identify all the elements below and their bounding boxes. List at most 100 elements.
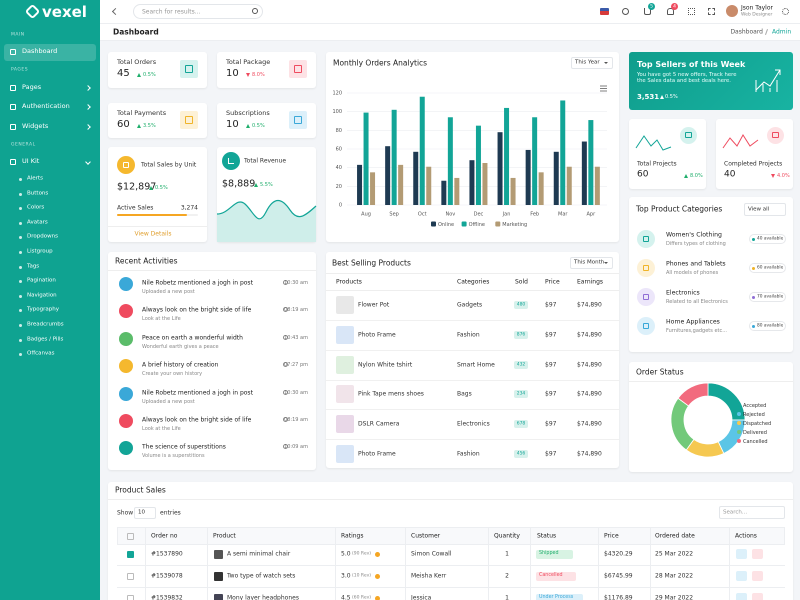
sidebar-subitem[interactable]: Badges / Pills (27, 336, 64, 343)
sidebar-icon (10, 104, 16, 110)
rating-star (375, 551, 380, 557)
sidebar-item[interactable]: Widgets (22, 122, 49, 131)
activity-text: Nile Robetz mentioned a jogh in post (142, 389, 253, 396)
activity-text: The science of superstitions (142, 443, 226, 451)
column-header: Price (545, 278, 560, 286)
settings-icon[interactable] (782, 8, 789, 15)
column-rule (207, 527, 208, 600)
activity-text: Peace on earth a wonderful width (142, 334, 243, 342)
column-header: Price (604, 532, 619, 540)
table-search-placeholder: Search... (723, 509, 748, 516)
edit-button[interactable] (736, 593, 747, 600)
row-checkbox[interactable] (127, 550, 134, 558)
search-box[interactable] (133, 4, 263, 19)
sold-badge (514, 390, 528, 399)
sold-count: 678 (516, 421, 526, 427)
column-header: Earnings (577, 278, 604, 286)
header-checkbox[interactable] (127, 533, 134, 540)
category-name: Women's Clothing (666, 231, 722, 239)
sold-count: 480 (516, 302, 526, 308)
column-rule (598, 527, 599, 600)
row-rule (117, 587, 785, 588)
sidebar-subitem[interactable]: Breadcrumbs (27, 321, 64, 328)
sidebar-subitem[interactable]: Avatars (27, 219, 48, 226)
column-header: Sold (515, 278, 528, 286)
sidebar-bullet (19, 294, 22, 298)
sidebar-subitem[interactable]: Typography (27, 307, 59, 314)
flag-icon[interactable] (600, 8, 609, 15)
breadcrumb-item: Admin (772, 28, 792, 36)
column-header: Ratings (341, 532, 364, 540)
categories-filter[interactable] (744, 203, 786, 216)
row-checkbox[interactable] (127, 572, 134, 580)
cart-icon[interactable] (644, 8, 651, 15)
project-icon-glyph (685, 132, 692, 138)
top-sellers-arrow (660, 95, 664, 99)
category-icon-glyph (643, 236, 649, 242)
apps-icon[interactable] (688, 8, 695, 15)
sidebar-subitem[interactable]: Tags (27, 263, 40, 270)
best-selling-filter[interactable] (570, 257, 613, 269)
product-name: Two type of watch sets (227, 572, 296, 580)
delete-button[interactable] (752, 571, 763, 581)
page-header (100, 24, 800, 41)
table-search[interactable] (719, 506, 785, 519)
category-icon-glyph (643, 323, 649, 329)
sidebar-bullet (19, 221, 22, 225)
column-header: Ordered date (655, 532, 695, 540)
categories-filter-label: View all (748, 206, 770, 213)
breadcrumb-item[interactable]: Dashboard (730, 28, 763, 36)
table-cell: Bags (457, 390, 472, 398)
row-checkbox[interactable] (127, 594, 134, 600)
fullscreen-icon[interactable] (708, 8, 715, 15)
sidebar-item[interactable]: Dashboard (22, 47, 58, 56)
sidebar-subitem[interactable]: Dropdowns (27, 234, 58, 241)
sales-unit-icon-glyph (123, 162, 129, 168)
edit-button[interactable] (736, 571, 747, 581)
column-rule (405, 527, 406, 600)
sold-count: 876 (516, 332, 526, 338)
view-details-link[interactable]: View Details (134, 230, 172, 238)
sidebar-subitem[interactable]: Listgroup (27, 248, 53, 255)
sidebar-item[interactable]: Authentication (22, 102, 70, 111)
stat-label: Total Orders (117, 58, 157, 67)
sidebar-subitem[interactable]: Offcanvas (27, 350, 55, 357)
delete-button[interactable] (752, 549, 763, 559)
chart-filter[interactable] (571, 57, 613, 69)
activity-icon (119, 331, 133, 346)
status-badge (536, 593, 583, 600)
delete-button[interactable] (752, 593, 763, 600)
order-number: #1539078 (151, 572, 183, 580)
sold-badge (514, 360, 528, 369)
stat-icon (180, 60, 198, 78)
activity-text: Always look on the bright side of life (142, 306, 252, 314)
table-cell: DSLR Camera (358, 420, 400, 428)
revenue-change: 5.5% (260, 182, 273, 188)
sidebar-subitem[interactable]: Alerts (27, 175, 43, 182)
best-selling-filter-label: This Month (574, 259, 605, 266)
stat-icon-glyph (294, 116, 302, 124)
sidebar-item[interactable]: UI Kit (22, 157, 40, 166)
category-badge-bg (749, 321, 786, 331)
sidebar-subitem[interactable]: Navigation (27, 292, 57, 299)
top-sellers-text: You have got 5 new offers, Track here th… (637, 72, 737, 85)
sidebar-subitem[interactable]: Colors (27, 204, 45, 211)
sidebar-subitem[interactable]: Pagination (27, 277, 56, 284)
order-number: #1539832 (151, 594, 183, 600)
sold-badge (514, 450, 528, 458)
sold-badge (514, 330, 528, 339)
sidebar-item[interactable]: Pages (22, 83, 42, 92)
table-cell: Photo Frame (358, 331, 396, 339)
avatar[interactable] (726, 5, 738, 17)
table-cell: $74,890 (577, 331, 602, 339)
page-size-select[interactable] (134, 507, 156, 519)
theme-icon[interactable] (622, 8, 629, 15)
sidebar-subitem[interactable]: Buttons (27, 190, 49, 197)
notification-icon[interactable] (667, 8, 674, 15)
best-selling-caret (604, 262, 608, 264)
edit-button[interactable] (736, 549, 747, 559)
table-cell: Flower Pot (358, 301, 390, 309)
table-rule (326, 320, 619, 321)
time-icon (283, 389, 288, 395)
trend-arrow (137, 73, 141, 77)
